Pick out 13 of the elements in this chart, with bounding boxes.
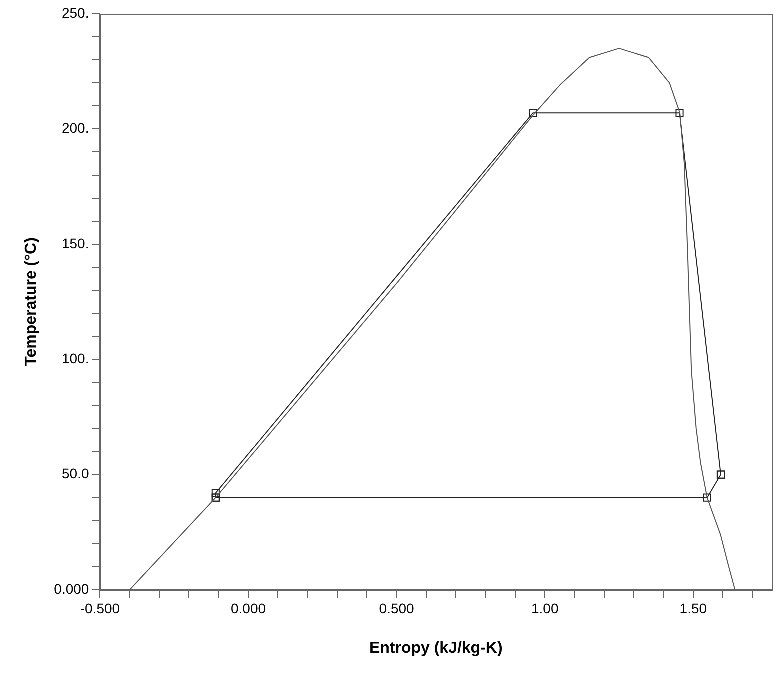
x-tick-label: 0.500 <box>379 600 415 616</box>
x-axis-title: Entropy (kJ/kg-K) <box>369 640 503 657</box>
x-tick-label: 1.00 <box>531 600 559 616</box>
x-tick-label: 1.50 <box>680 600 708 616</box>
y-tick-label: 200. <box>62 120 90 136</box>
y-tick-label: 50.0 <box>62 466 90 482</box>
y-axis-title: Temperature (°C) <box>23 238 40 366</box>
y-tick-label: 250. <box>62 4 90 21</box>
x-tick-label: 0.000 <box>231 600 266 616</box>
y-tick-label: 150. <box>62 235 90 252</box>
x-tick-label: -0.500 <box>80 600 120 616</box>
y-tick-label: 0.000 <box>54 580 90 597</box>
y-tick-label: 100. <box>62 350 90 366</box>
